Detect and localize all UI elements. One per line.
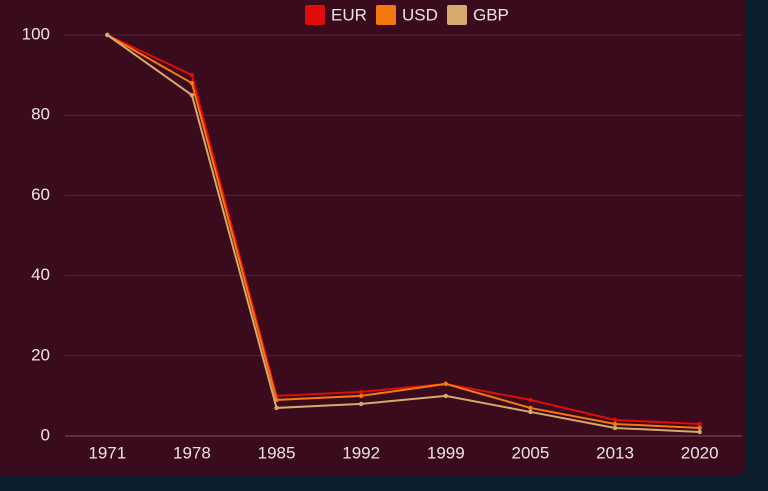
- x-tick-label: 1999: [427, 443, 465, 462]
- legend-label: USD: [402, 5, 438, 24]
- x-tick-label: 1978: [173, 443, 211, 462]
- data-point: [612, 425, 618, 431]
- y-tick-label: 60: [31, 185, 50, 204]
- data-point: [528, 409, 533, 415]
- data-point: [358, 389, 364, 395]
- legend-swatch: [447, 5, 467, 25]
- series-line: [106, 34, 700, 429]
- data-point: [189, 72, 195, 78]
- y-tick-label: 20: [31, 345, 50, 364]
- data-point: [443, 393, 449, 399]
- data-point: [189, 92, 195, 98]
- data-point: [443, 381, 449, 387]
- data-point: [697, 429, 702, 435]
- data-point: [358, 401, 364, 407]
- data-point: [274, 405, 279, 411]
- y-tick-label: 0: [41, 425, 50, 444]
- data-point: [697, 425, 702, 431]
- data-point: [358, 393, 364, 399]
- legend-label: GBP: [473, 5, 509, 24]
- data-point: [697, 421, 702, 427]
- chart-panel: [0, 0, 745, 476]
- data-point: [612, 421, 618, 427]
- data-point: [105, 32, 110, 38]
- x-tick-label: 2005: [512, 443, 550, 462]
- legend-swatch: [376, 5, 396, 25]
- x-tick-label: 1985: [258, 443, 296, 462]
- data-point: [528, 397, 533, 403]
- x-tick-label: 1971: [88, 443, 126, 462]
- x-tick-label: 2020: [681, 443, 719, 462]
- data-point: [528, 405, 533, 411]
- y-tick-label: 80: [31, 105, 50, 124]
- data-point: [612, 417, 618, 423]
- series-line: [106, 34, 700, 433]
- y-tick-label: 40: [31, 265, 50, 284]
- x-tick-label: 1992: [342, 443, 380, 462]
- legend-swatch: [305, 5, 325, 25]
- legend-label: EUR: [331, 5, 367, 24]
- data-point: [189, 80, 195, 86]
- series-line: [106, 34, 700, 425]
- y-tick-label: 100: [22, 24, 50, 43]
- x-tick-label: 2013: [596, 443, 634, 462]
